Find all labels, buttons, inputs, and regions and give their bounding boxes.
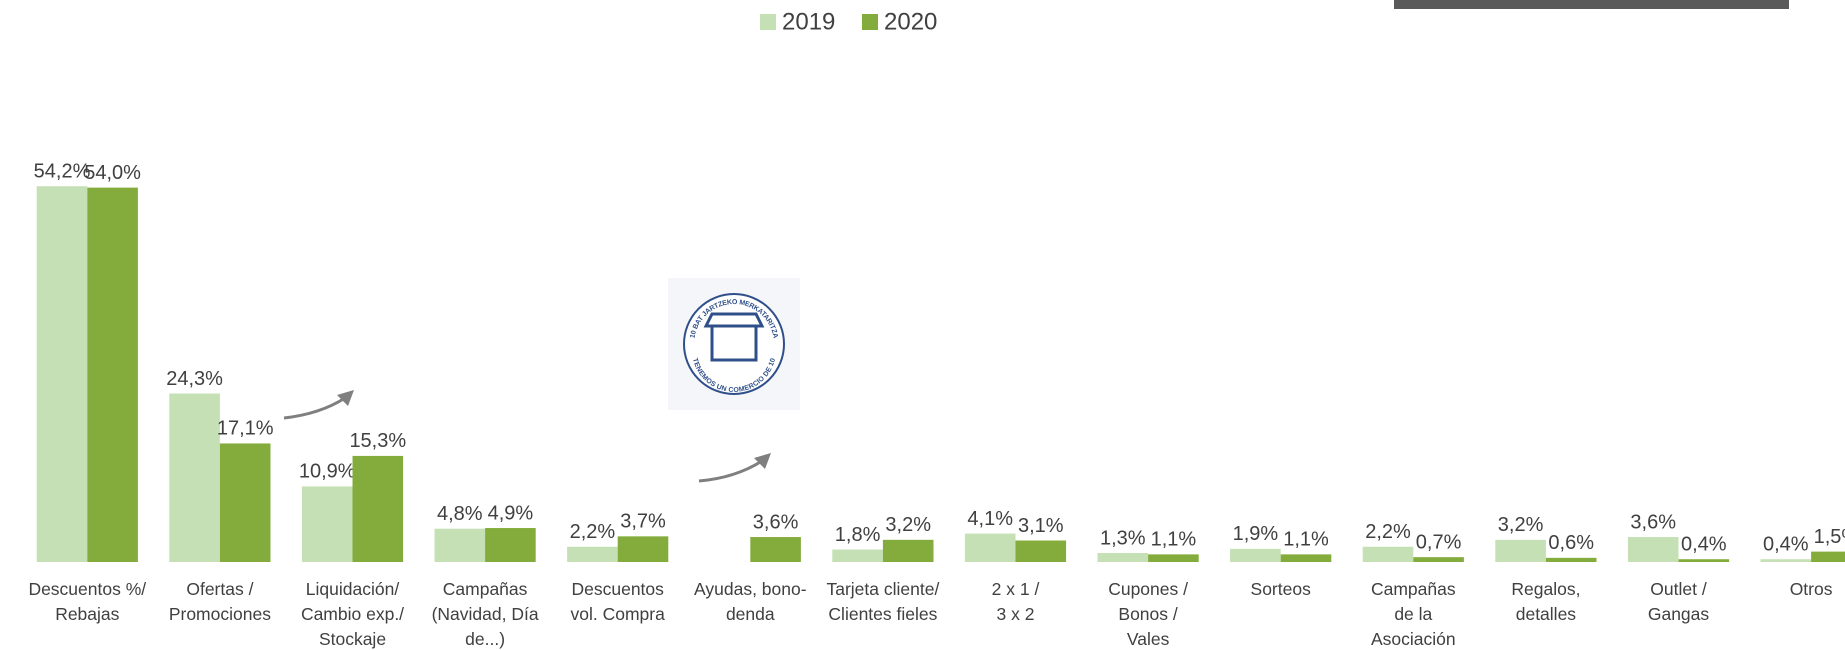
value-label: 1,3%	[1100, 527, 1146, 549]
value-label: 1,1%	[1283, 529, 1329, 551]
x-tick-label: Tarjeta cliente/Clientes fieles	[826, 579, 939, 624]
value-label: 0,6%	[1548, 532, 1594, 554]
value-label: 10,9%	[299, 461, 356, 483]
value-label: 3,7%	[620, 511, 666, 533]
value-label: 4,9%	[488, 502, 534, 524]
bar	[964, 533, 1016, 562]
value-label: 24,3%	[166, 368, 223, 390]
bar	[832, 549, 883, 562]
value-label: 0,7%	[1416, 531, 1462, 553]
x-tick-label: Liquidación/Cambio exp./Stockaje	[301, 579, 404, 649]
logo: 10 BAT JARTZEKO MERKATARITZA TENEMOS UN …	[668, 278, 800, 410]
bar	[617, 536, 669, 562]
logo-ring	[683, 293, 785, 395]
bar	[1760, 559, 1812, 562]
value-label: 1,5%	[1814, 526, 1845, 548]
x-tick-label: Descuentos %/Rebajas	[28, 579, 146, 624]
photo-strip	[1394, 0, 1789, 9]
value-label: 15,3%	[349, 430, 406, 452]
value-label: 0,4%	[1763, 534, 1809, 556]
value-label: 3,6%	[753, 511, 799, 533]
value-label: 1,9%	[1233, 523, 1279, 545]
bar	[485, 528, 536, 562]
value-label: 17,1%	[217, 418, 274, 440]
bar	[301, 486, 353, 562]
x-tick-label: Campañas de la Asociación	[1371, 579, 1456, 649]
bar	[1627, 537, 1679, 562]
x-tick-label: Campañas (Navidad, Día de...)	[432, 579, 539, 649]
value-label: 3,1%	[1018, 515, 1064, 537]
arrow	[283, 396, 346, 420]
value-label: 2,2%	[570, 521, 616, 543]
logo-awning	[703, 312, 765, 328]
bar	[567, 546, 618, 562]
bar	[1230, 548, 1281, 562]
bar	[1015, 540, 1067, 562]
bar	[1280, 554, 1332, 562]
bar	[87, 187, 138, 562]
value-label: 54,0%	[84, 162, 141, 184]
arrow-head	[337, 390, 354, 406]
value-label: 54,2%	[34, 160, 91, 182]
bar	[352, 455, 404, 562]
legend-label: 2020	[884, 8, 937, 35]
x-tick-label: Cupones / Bonos / Vales	[1108, 579, 1188, 649]
x-tick-label: Regalos, detalles	[1511, 579, 1580, 624]
value-label: 0,4%	[1681, 534, 1727, 556]
bar	[1678, 559, 1730, 562]
bar	[434, 528, 486, 562]
arrows	[283, 396, 763, 483]
x-tick-label: Ofertas / Promociones	[169, 579, 271, 624]
legend-swatch	[862, 14, 878, 30]
value-label: 3,2%	[1498, 514, 1544, 536]
x-tick-label: 2 x 1 /3 x 2	[992, 579, 1040, 624]
arrow-head	[754, 453, 771, 469]
x-tick-label: Descuentos vol. Compra	[571, 579, 666, 624]
value-label: 4,1%	[967, 508, 1013, 530]
x-tick-label: Outlet / Gangas	[1648, 579, 1710, 624]
bar	[36, 186, 88, 563]
arrow	[698, 459, 763, 483]
x-tick-label: Sorteos	[1251, 579, 1312, 599]
legend-label: 2019	[782, 8, 835, 35]
bar	[219, 443, 271, 562]
value-label: 3,6%	[1630, 511, 1676, 533]
bar	[1545, 557, 1597, 562]
bar	[1362, 546, 1414, 562]
value-label: 2,2%	[1365, 521, 1411, 543]
x-tick-label: Otros	[1790, 579, 1833, 599]
bar	[1097, 552, 1149, 562]
bar	[882, 539, 934, 562]
bar	[1148, 554, 1199, 562]
value-label: 3,2%	[885, 514, 931, 536]
legend-swatch	[760, 14, 776, 30]
bar	[169, 393, 220, 562]
bar	[1413, 557, 1464, 562]
value-label: 1,8%	[835, 524, 881, 546]
value-label: 4,8%	[437, 503, 483, 525]
value-label: 1,1%	[1151, 529, 1197, 551]
bar	[1811, 551, 1845, 562]
bar	[1495, 539, 1546, 562]
bar	[750, 537, 801, 562]
x-tick-label: Ayudas, bono-denda	[694, 579, 807, 624]
